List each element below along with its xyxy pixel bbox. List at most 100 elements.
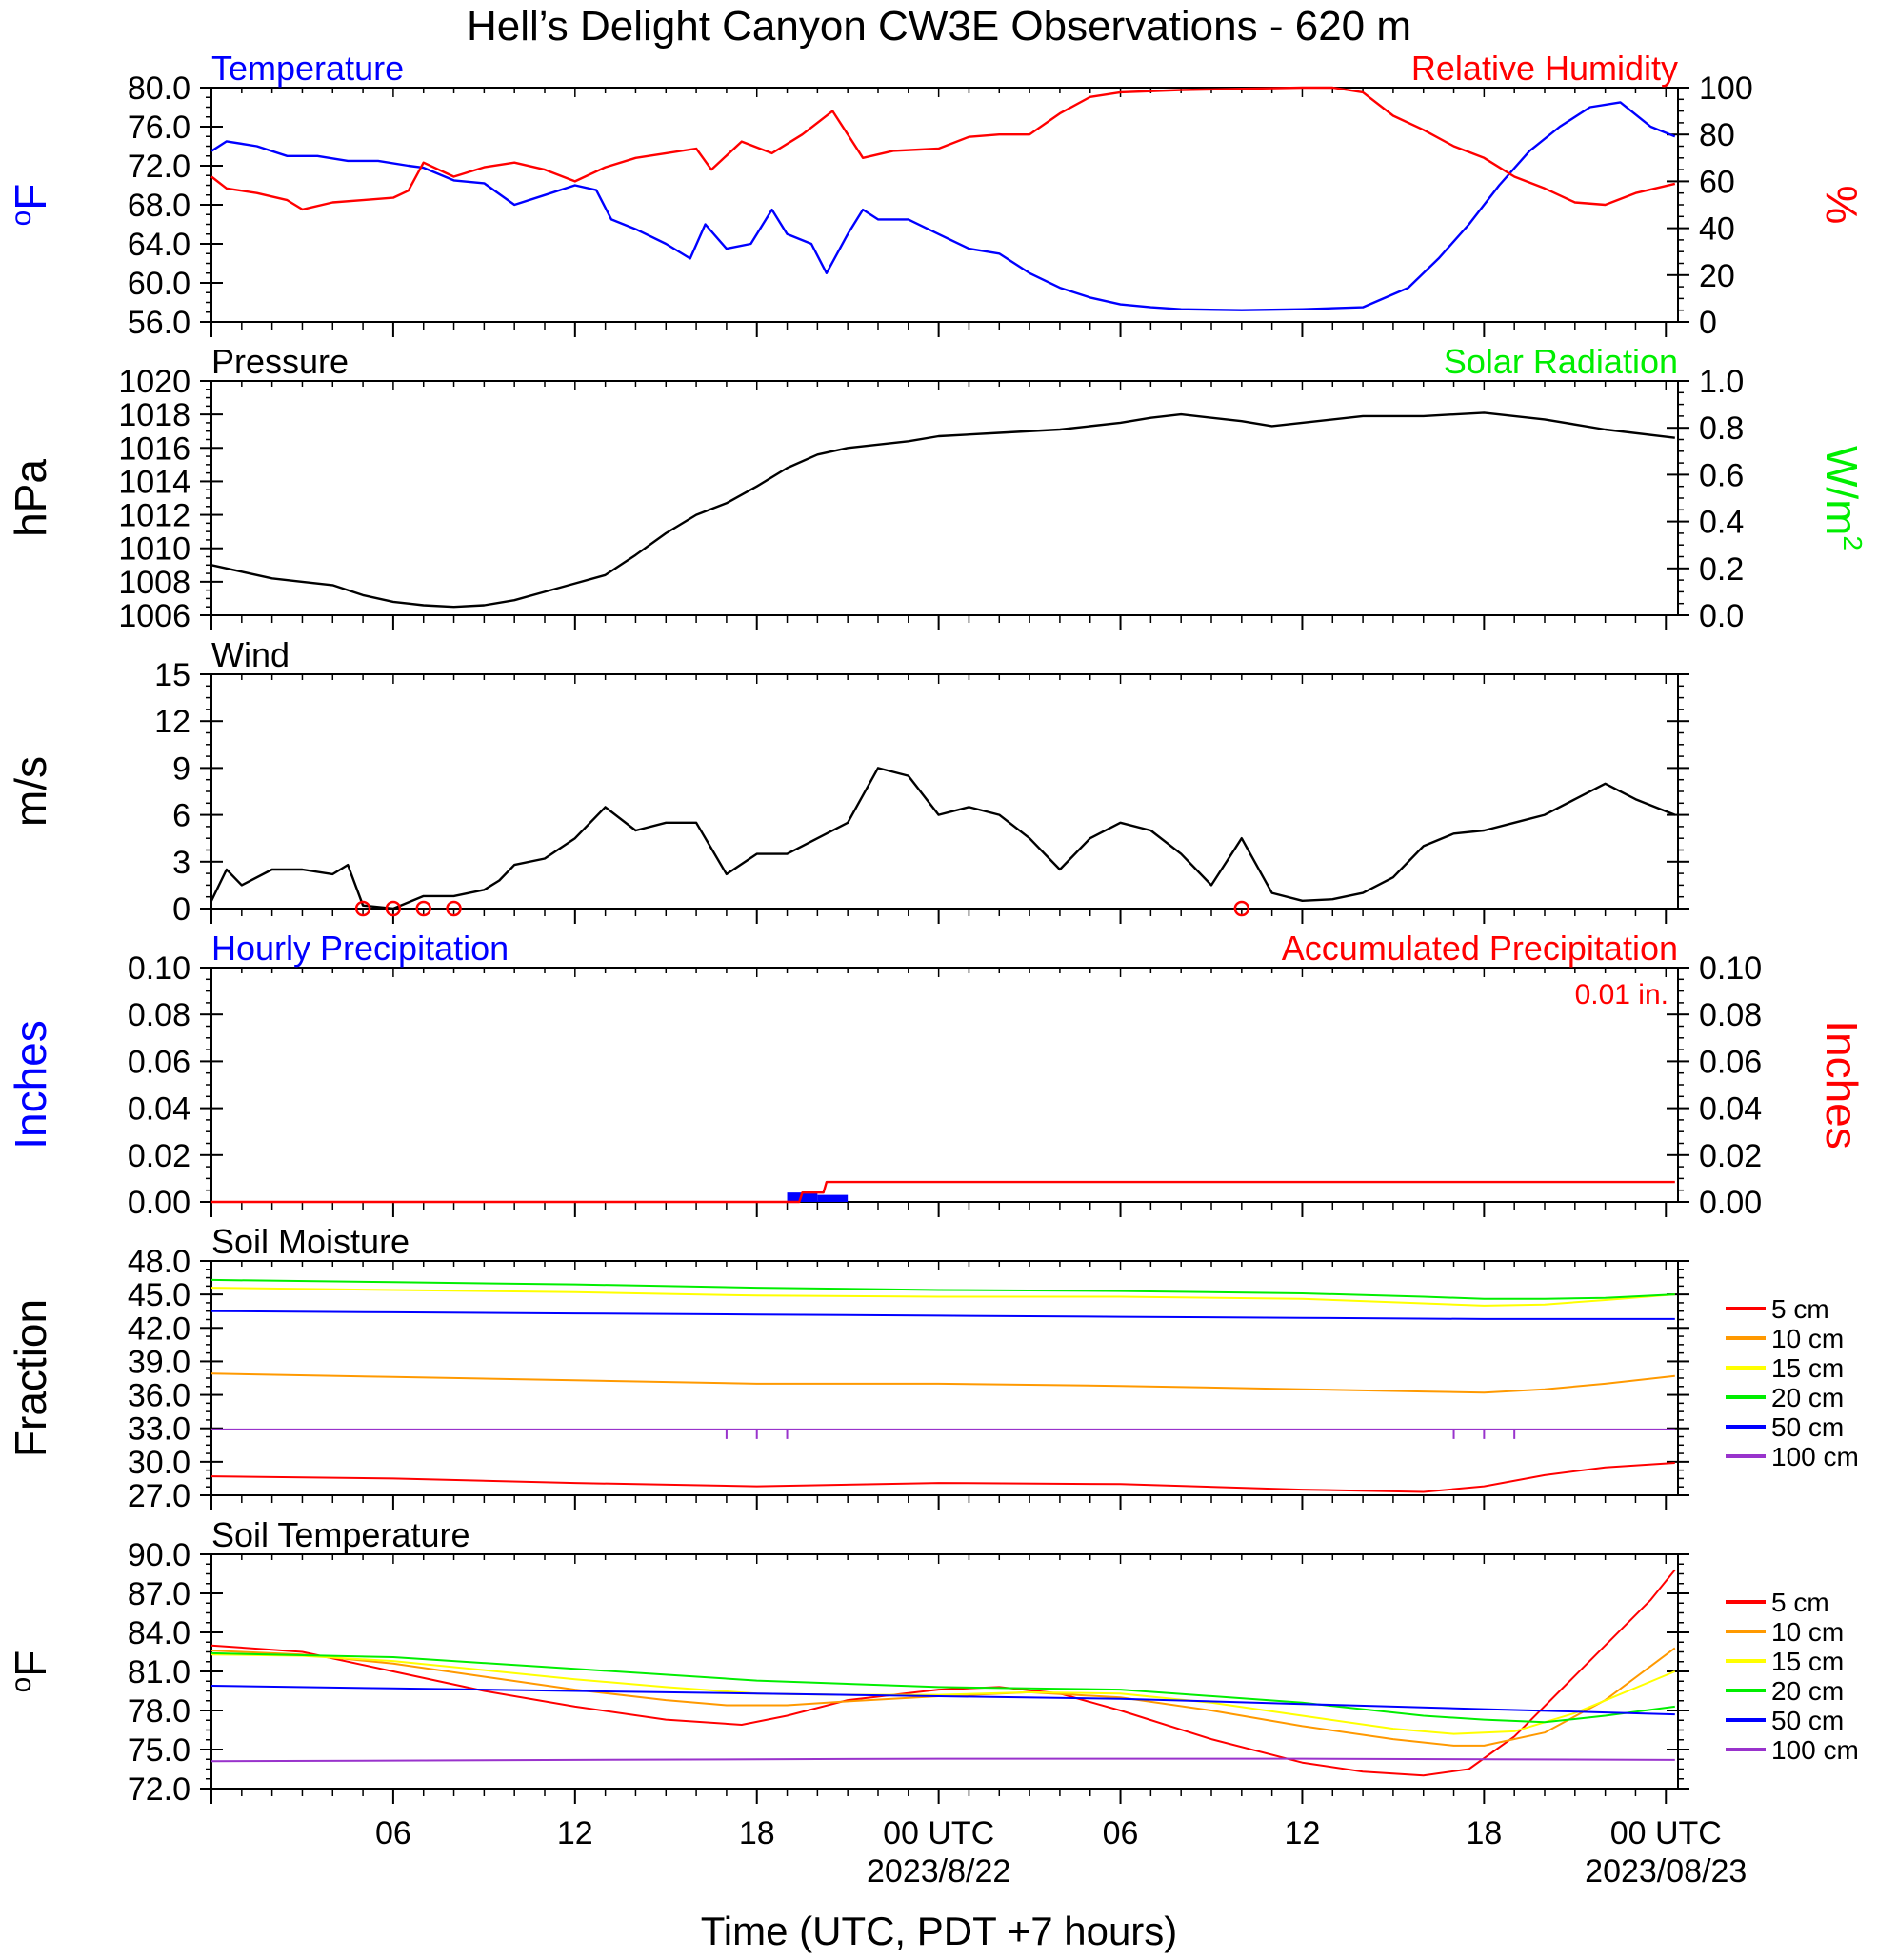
series-line-15-cm <box>210 1287 1675 1307</box>
right-tick-label: 0.06 <box>1699 1044 1762 1080</box>
panel-left-title: Soil Temperature <box>211 1515 470 1554</box>
left-tick-label: 81.0 <box>128 1654 190 1690</box>
x-date-label: 2023/8/22 <box>867 1853 1010 1890</box>
series-line-15-cm <box>210 1653 1676 1735</box>
panel-annotation: 0.01 in. <box>1575 979 1668 1010</box>
left-tick-label: 60.0 <box>128 266 190 302</box>
panel-4: 0.10 0.08 0.06 0.04 0.02 0.00 0.10 0.08 0.06 0.04… <box>6 929 1867 1221</box>
hourly-precip-bar <box>817 1194 849 1202</box>
right-tick-label: 0.10 <box>1699 950 1762 987</box>
left-tick-label: 1020 <box>118 364 190 400</box>
right-tick-label: 20 <box>1699 258 1735 294</box>
left-tick-label: 75.0 <box>128 1732 190 1769</box>
left-tick-label: 1008 <box>118 565 190 601</box>
right-tick-label: 0.00 <box>1699 1185 1762 1221</box>
unit-base: W/m <box>1817 446 1867 536</box>
panel-left-title: Wind <box>211 635 290 674</box>
calm-wind-marker <box>415 900 431 917</box>
right-tick-label: 40 <box>1699 211 1735 248</box>
series-line-50-cm <box>210 1310 1675 1320</box>
legend-label: 5 cm <box>1771 1294 1829 1324</box>
right-tick-label: 0.04 <box>1699 1091 1762 1128</box>
left-tick-label: 0.04 <box>128 1091 190 1128</box>
legend-label: 50 cm <box>1771 1706 1844 1735</box>
left-tick-label: 78.0 <box>128 1693 190 1730</box>
panel-5: 48.045.042.039.036.033.030.027.0 Soil Moi… <box>6 1222 1859 1514</box>
unit-exponent: 2 <box>1838 535 1868 550</box>
legend-label: 15 cm <box>1771 1353 1844 1383</box>
right-tick-label: 0.0 <box>1699 598 1744 634</box>
series-line-wind <box>210 767 1676 910</box>
left-tick-label: 0.00 <box>128 1185 190 1221</box>
left-unit-label: Inches <box>6 1020 55 1150</box>
left-tick-label: 30.0 <box>128 1445 190 1481</box>
left-tick-label: 15 <box>154 657 190 693</box>
right-tick-label: 60 <box>1699 164 1735 200</box>
legend-label: 15 cm <box>1771 1647 1844 1676</box>
left-tick-label: 12 <box>154 704 190 740</box>
x-tick-label: 12 <box>1285 1815 1321 1851</box>
left-tick-label: 90.0 <box>128 1537 190 1573</box>
series-line-accumulated-precipitation <box>211 1180 1675 1204</box>
x-tick-label: 06 <box>1103 1815 1139 1851</box>
left-tick-label: 9 <box>172 750 190 787</box>
left-tick-label: 0.10 <box>128 950 190 987</box>
series-line-50-cm <box>210 1685 1675 1716</box>
right-tick-label: 0.4 <box>1699 505 1744 541</box>
degree-symbol: o <box>6 210 37 227</box>
left-tick-label: 3 <box>172 845 190 881</box>
legend-label: 10 cm <box>1771 1324 1844 1353</box>
left-tick-label: 68.0 <box>128 188 190 224</box>
right-unit-label: Inches <box>1817 1020 1867 1150</box>
panel-left-title: Pressure <box>211 342 349 381</box>
hourly-precip-bar <box>787 1192 818 1202</box>
left-tick-label: 1016 <box>118 430 190 467</box>
plot-frame <box>210 967 1679 1203</box>
right-tick-label: 0.8 <box>1699 410 1744 447</box>
left-tick-label: 1018 <box>118 397 190 433</box>
left-tick-label: 64.0 <box>128 227 190 263</box>
calm-wind-marker <box>1233 900 1250 917</box>
right-tick-label: 80 <box>1699 117 1735 153</box>
left-unit-label: m/s <box>6 756 55 827</box>
left-tick-label: 27.0 <box>128 1478 190 1514</box>
left-tick-label: 0.02 <box>128 1138 190 1174</box>
unit-letter: F <box>6 1650 55 1677</box>
calm-wind-marker <box>354 900 371 917</box>
panel-left-title: Temperature <box>211 49 404 88</box>
series-line-pressure <box>210 411 1675 609</box>
degree-symbol: o <box>6 1677 37 1693</box>
panel-right-title: Solar Radiation <box>1444 342 1678 381</box>
calm-wind-marker <box>446 900 462 917</box>
legend-label: 50 cm <box>1771 1412 1844 1442</box>
left-tick-label: 87.0 <box>128 1576 190 1612</box>
right-tick-label: 0.02 <box>1699 1138 1762 1174</box>
left-tick-label: 42.0 <box>128 1310 190 1347</box>
left-tick-label: 56.0 <box>128 305 190 341</box>
left-tick-label: 33.0 <box>128 1411 190 1448</box>
left-tick-label: 45.0 <box>128 1277 190 1313</box>
x-tick-label: 00 UTC <box>1610 1815 1722 1851</box>
left-unit-label: Fraction <box>6 1299 55 1457</box>
right-tick-label: 0.6 <box>1699 457 1744 493</box>
right-tick-label: 0 <box>1699 305 1717 341</box>
right-tick-label: 100 <box>1699 70 1753 107</box>
right-unit-label: % <box>1817 186 1867 225</box>
x-tick-label: 18 <box>1466 1815 1502 1851</box>
series-line-temperature <box>210 101 1676 311</box>
x-tick-label: 06 <box>375 1815 411 1851</box>
panels-group: 80.076.072.068.064.060.056.0100806040200… <box>6 49 1868 1890</box>
legend-label: 20 cm <box>1771 1676 1844 1706</box>
right-unit-label: W/m2 <box>1817 446 1868 550</box>
right-tick-label: 1.0 <box>1699 364 1744 400</box>
legend-label: 100 cm <box>1771 1735 1859 1765</box>
plot-frame <box>210 380 1679 616</box>
x-axis-label: Time (UTC, PDT +7 hours) <box>701 1909 1178 1953</box>
plot-frame <box>210 673 1679 910</box>
plot-frame <box>210 87 1679 323</box>
left-tick-label: 1012 <box>118 498 190 534</box>
left-tick-label: 0.06 <box>128 1044 190 1080</box>
